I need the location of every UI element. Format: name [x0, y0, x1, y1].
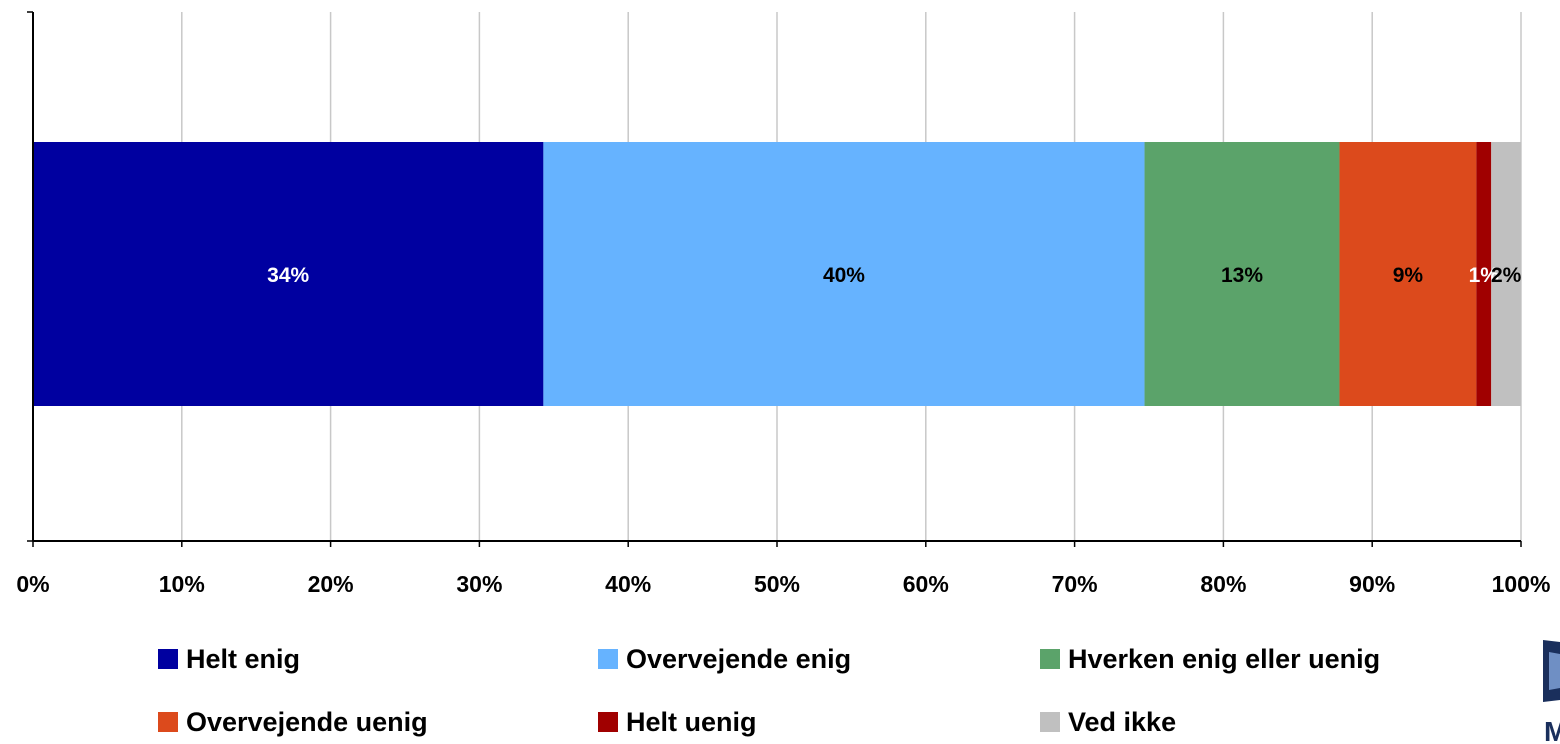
legend-label: Helt uenig [626, 707, 757, 737]
legend-label: Hverken enig eller uenig [1068, 644, 1380, 674]
bar-segment [543, 142, 1145, 406]
x-tick-label: 70% [1052, 571, 1098, 597]
legend-item: Helt uenig [598, 707, 757, 737]
legend-label: Helt enig [186, 644, 300, 674]
legend-item: Overvejende uenig [158, 707, 428, 737]
x-tick-label: 20% [308, 571, 354, 597]
legend-item: Helt enig [158, 644, 300, 674]
x-tick-label: 80% [1200, 571, 1246, 597]
x-axis-tick-labels: 0% 10% 20% 30% 40% 50% 60% 70% 80% 90% 100% [16, 571, 1550, 597]
legend-item: Hverken enig eller uenig [1040, 644, 1380, 674]
bar-data-label: 13% [1221, 264, 1263, 287]
legend-item: Ved ikke [1040, 707, 1176, 737]
legend-swatch [598, 712, 618, 732]
legend-swatch [1040, 712, 1060, 732]
bar-segment [33, 142, 544, 406]
logo-text: M [1544, 716, 1560, 744]
legend-swatch [158, 712, 178, 732]
logo: M [1543, 640, 1560, 744]
bar-segment [1491, 142, 1521, 406]
legend-item: Overvejende enig [598, 644, 851, 674]
bar-segment [1476, 142, 1492, 406]
x-tick-label: 50% [754, 571, 800, 597]
bar-data-label: 9% [1393, 264, 1424, 287]
logo-mark-highlight-icon [1549, 652, 1560, 690]
legend-label: Ved ikke [1068, 707, 1176, 737]
x-tick-label: 100% [1492, 571, 1551, 597]
bar-data-label: 1% [1469, 264, 1500, 287]
bar-data-label: 34% [267, 264, 309, 287]
legend-swatch [1040, 649, 1060, 669]
legend: Helt enig Overvejende enig Hverken enig el… [158, 644, 1380, 737]
legend-swatch [158, 649, 178, 669]
data-labels: 34% 40% 13% 9% 1%2% [267, 264, 1521, 287]
axes [27, 11, 1522, 547]
bar-segments [33, 142, 1521, 406]
bar-data-label: 40% [823, 264, 865, 287]
bar-segment [1144, 142, 1340, 406]
legend-label: Overvejende enig [626, 644, 851, 674]
legend-label: Overvejende uenig [186, 707, 428, 737]
bar-data-label: 2% [1491, 264, 1522, 287]
x-tick-label: 60% [903, 571, 949, 597]
x-tick-label: 90% [1349, 571, 1395, 597]
x-tick-label: 10% [159, 571, 205, 597]
bar-segment [1339, 142, 1477, 406]
legend-swatch [598, 649, 618, 669]
x-tick-label: 0% [16, 571, 49, 597]
x-tick-label: 30% [456, 571, 502, 597]
x-tick-label: 40% [605, 571, 651, 597]
